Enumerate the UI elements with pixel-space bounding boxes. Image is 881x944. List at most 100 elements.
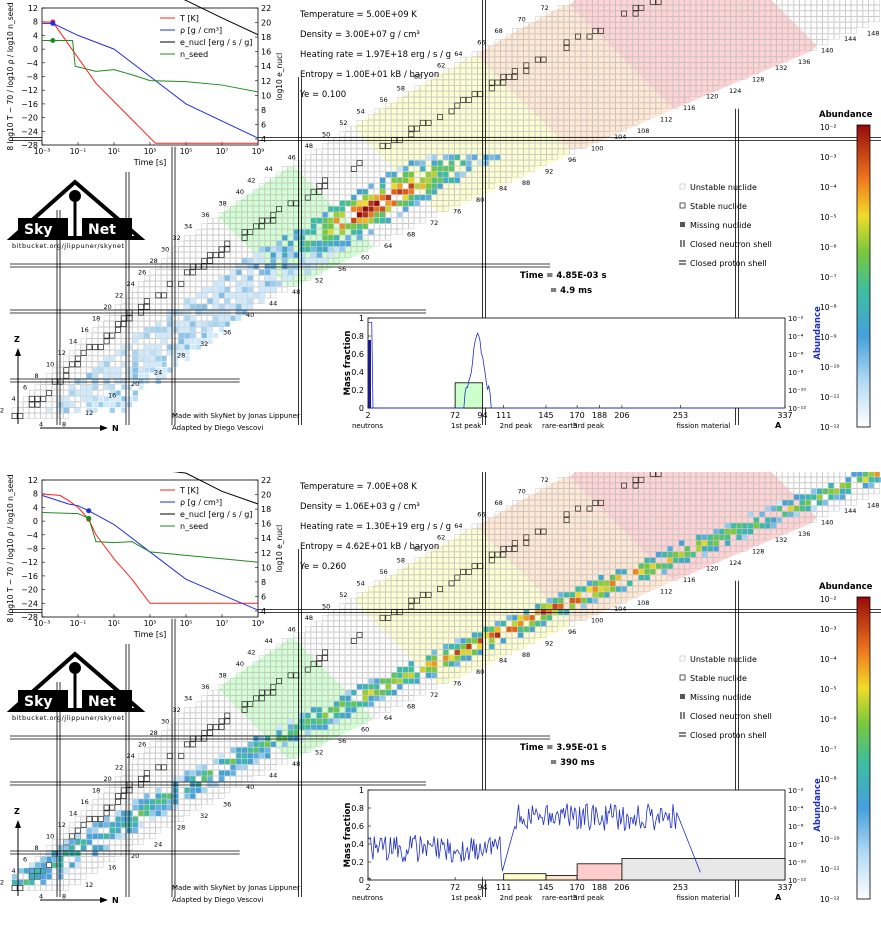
nuclide-cell bbox=[546, 91, 553, 97]
nuclide-cell bbox=[615, 68, 622, 74]
nuclide-cell bbox=[598, 74, 604, 80]
abundance-cell bbox=[270, 246, 276, 252]
nuclide-cell bbox=[132, 764, 139, 771]
abundance-cell bbox=[288, 252, 294, 258]
nuclide-cell bbox=[523, 638, 530, 644]
nuclide-cell bbox=[189, 741, 196, 748]
nuclide-cell bbox=[57, 833, 64, 840]
abundance-cell bbox=[253, 292, 259, 298]
nuclide-cell bbox=[471, 131, 478, 138]
nuclide-cell bbox=[264, 223, 271, 230]
nuclide-cell bbox=[500, 603, 507, 610]
nuclide-cell bbox=[604, 120, 610, 126]
nuclide-cell bbox=[529, 51, 535, 57]
nuclide-cell bbox=[644, 91, 650, 97]
abundance-cell bbox=[224, 304, 230, 310]
nuclide-cell bbox=[333, 154, 340, 161]
nuclide-cell bbox=[213, 258, 219, 264]
abundance-cell bbox=[167, 321, 173, 327]
nuclide-cell bbox=[213, 701, 219, 707]
nuclide-cell bbox=[650, 45, 656, 51]
nuclide-cell bbox=[333, 655, 340, 661]
nuclide-cell bbox=[374, 672, 380, 679]
abundance-cell bbox=[403, 166, 409, 172]
nuclide-cell bbox=[230, 781, 236, 788]
nuclide-cell bbox=[765, 10, 771, 17]
abundance-cell bbox=[380, 218, 386, 224]
nuclide-cell bbox=[213, 747, 219, 753]
nuclide-cell bbox=[598, 102, 604, 109]
nuclide-cell bbox=[609, 5, 616, 11]
abundance-cell bbox=[132, 379, 138, 385]
nuclide-cell bbox=[224, 217, 231, 224]
nuclide-cell bbox=[673, 51, 679, 57]
nuclide-cell bbox=[270, 730, 277, 736]
nuclide-cell bbox=[707, 45, 714, 51]
nuclide-cell bbox=[287, 200, 294, 207]
nuclide-cell bbox=[460, 661, 466, 667]
nuclide-cell bbox=[719, 16, 725, 23]
nuclide-cell bbox=[414, 143, 420, 149]
nuclide-cell bbox=[408, 695, 415, 702]
nuclide-cell bbox=[362, 177, 369, 184]
nuclide-cell bbox=[253, 770, 259, 776]
nuclide-cell bbox=[247, 217, 254, 224]
nuclide-cell bbox=[259, 206, 265, 212]
abundance-cell bbox=[184, 338, 190, 344]
nuclide-cell bbox=[517, 148, 524, 155]
nuclide-cell bbox=[512, 148, 518, 155]
nuclide-cell bbox=[282, 730, 288, 736]
nuclide-cell bbox=[282, 678, 288, 684]
nuclide-cell bbox=[247, 684, 254, 690]
abundance-cell bbox=[190, 333, 196, 339]
nuclide-cell bbox=[356, 160, 363, 167]
nuclide-cell bbox=[759, 10, 765, 17]
nuclide-cell bbox=[253, 281, 259, 287]
abundance-cell bbox=[403, 177, 409, 183]
nuclide-cell bbox=[80, 821, 87, 828]
abundance-cell bbox=[460, 160, 466, 166]
nuclide-cell bbox=[586, 10, 593, 17]
abundance-cell bbox=[132, 356, 138, 362]
nuclide-cell bbox=[115, 309, 121, 316]
nuclide-cell bbox=[356, 120, 363, 126]
nuclide-cell bbox=[138, 827, 144, 834]
nuclide-cell bbox=[201, 695, 208, 702]
nuclide-cell bbox=[80, 338, 87, 345]
abundance-cell bbox=[236, 298, 242, 304]
nuclide-cell bbox=[339, 707, 346, 713]
nuclide-cell bbox=[287, 672, 294, 679]
nuclide-cell bbox=[149, 309, 156, 316]
nuclide-cell bbox=[598, 68, 604, 74]
nuclide-cell bbox=[402, 183, 409, 189]
nuclide-cell bbox=[161, 781, 167, 788]
nuclide-cell bbox=[719, 39, 725, 46]
nuclide-cell bbox=[305, 643, 311, 650]
nuclide-cell bbox=[575, 120, 581, 126]
abundance-cell bbox=[201, 292, 207, 298]
nuclide-cell bbox=[529, 91, 535, 97]
nuclide-cell bbox=[69, 827, 75, 834]
nuclide-cell bbox=[236, 741, 242, 748]
nuclide-cell bbox=[845, 10, 852, 17]
nuclide-cell bbox=[719, 5, 725, 11]
nuclide-cell bbox=[236, 718, 242, 725]
nuclide-cell bbox=[322, 206, 328, 212]
nuclide-cell bbox=[667, 10, 673, 17]
nuclide-cell bbox=[368, 143, 374, 149]
abundance-cell bbox=[196, 304, 202, 310]
mass-region-label: fission material bbox=[676, 422, 730, 430]
abundance-cell bbox=[443, 166, 449, 172]
nuclide-cell bbox=[650, 33, 656, 40]
nuclide-cell bbox=[92, 799, 98, 805]
nuclide-cell bbox=[615, 28, 622, 34]
nuclide-cell bbox=[724, 22, 731, 28]
nuclide-cell bbox=[500, 154, 507, 161]
nuclide-cell bbox=[270, 764, 277, 771]
nuclide-cell bbox=[276, 258, 282, 264]
nuclide-cell bbox=[742, 62, 748, 69]
nuclide-cell bbox=[489, 166, 495, 172]
abundance-cell bbox=[98, 367, 104, 373]
nuclide-cell bbox=[351, 246, 357, 253]
nuclide-cell bbox=[385, 120, 392, 126]
